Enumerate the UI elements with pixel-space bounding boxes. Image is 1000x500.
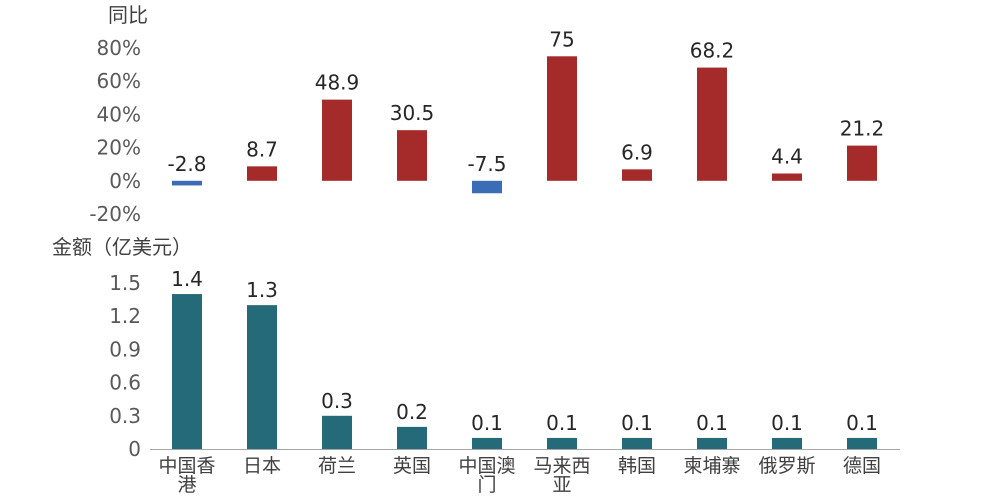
- bottom-bars: [172, 294, 877, 449]
- top-y-tick-label: 0%: [109, 169, 141, 193]
- top-data-label: 8.7: [246, 137, 278, 161]
- top-y-tick-label: 60%: [97, 69, 141, 93]
- category-label-line: 韩国: [618, 455, 656, 477]
- category-label: 英国: [393, 455, 431, 477]
- top-data-label: -7.5: [467, 152, 506, 176]
- category-label-line: 马来西: [533, 455, 590, 477]
- bottom-bar: [847, 437, 877, 449]
- top-data-label: -2.8: [167, 152, 206, 176]
- bottom-data-label: 0.1: [471, 411, 503, 435]
- category-label: 荷兰: [318, 455, 356, 477]
- category-label: 韩国: [618, 455, 656, 477]
- category-label-line: 港: [177, 474, 196, 496]
- bottom-data-label: 0.1: [546, 411, 578, 435]
- top-bar: [547, 56, 577, 181]
- top-y-tick-label: 80%: [97, 36, 141, 60]
- top-y-axis-title: 同比: [108, 3, 148, 27]
- bottom-data-label: 0.1: [771, 411, 803, 435]
- bottom-bar: [247, 305, 277, 449]
- bottom-y-axis-title: 金额（亿美元）: [52, 235, 192, 259]
- bottom-data-label: 0.1: [621, 411, 653, 435]
- top-bar: [622, 169, 652, 181]
- top-bar: [322, 99, 352, 181]
- top-bar: [697, 67, 727, 181]
- top-bar: [772, 173, 802, 181]
- bottom-y-tick-label: 1.5: [109, 271, 141, 295]
- bottom-bar: [547, 437, 577, 449]
- top-y-tick-label: 40%: [97, 102, 141, 126]
- category-label-line: 门: [477, 474, 496, 496]
- category-label: 中国澳门: [458, 455, 515, 496]
- category-label: 日本: [243, 455, 281, 477]
- bottom-data-label: 1.4: [171, 267, 203, 291]
- top-bar: [172, 180, 202, 186]
- category-label-line: 柬埔寨: [683, 455, 740, 477]
- bottom-y-tick-label: 0.6: [109, 371, 141, 395]
- category-label: 柬埔寨: [683, 455, 740, 477]
- category-label-line: 中国澳: [458, 455, 515, 477]
- bottom-bar: [772, 437, 802, 449]
- bottom-bar: [322, 415, 352, 449]
- bottom-data-label: 0.1: [846, 411, 878, 435]
- category-label-line: 中国香: [158, 455, 215, 477]
- bottom-y-tick-label: 0.3: [109, 404, 141, 428]
- top-y-tick-label: -20%: [89, 202, 141, 226]
- category-label: 德国: [843, 455, 881, 477]
- top-bar: [247, 166, 277, 181]
- category-label-line: 俄罗斯: [758, 455, 815, 477]
- bottom-y-tick-label: 1.2: [109, 304, 141, 328]
- bottom-bar: [697, 437, 727, 449]
- bottom-data-label: 0.3: [321, 389, 353, 413]
- top-data-label: 30.5: [390, 101, 435, 125]
- bottom-bar: [172, 294, 202, 449]
- bottom-bar: [472, 437, 502, 449]
- bottom-data-label: 0.2: [396, 400, 428, 424]
- bottom-bar: [622, 437, 652, 449]
- top-data-label: 68.2: [690, 39, 735, 63]
- top-y-ticks: 80% 60% 40% 20% 0% -20%: [89, 36, 141, 226]
- top-bars: [172, 56, 877, 194]
- bottom-y-tick-label: 0: [128, 437, 141, 461]
- amount-chart: 金额（亿美元） 1.5 1.2 0.9 0.6 0.3 0 1.4 1.3 0.3 0.2 0.1…: [52, 235, 900, 496]
- bottom-data-label: 1.3: [246, 278, 278, 302]
- bottom-y-tick-label: 0.9: [109, 337, 141, 361]
- top-bar: [847, 145, 877, 181]
- category-label-line: 英国: [393, 455, 431, 477]
- top-data-label: 48.9: [315, 71, 360, 95]
- category-label-line: 日本: [243, 455, 281, 477]
- category-label-line: 荷兰: [318, 455, 356, 477]
- bottom-bar: [397, 426, 427, 449]
- category-label: 马来西亚: [533, 455, 590, 496]
- top-y-tick-label: 20%: [97, 136, 141, 160]
- yoy-growth-chart: 同比 80% 60% 40% 20% 0% -20% -2.8 8.7 48.9 30.5 -7.…: [89, 3, 884, 226]
- category-label: 俄罗斯: [758, 455, 815, 477]
- category-label-line: 亚: [552, 474, 571, 496]
- top-data-label: 6.9: [621, 140, 653, 164]
- top-bar: [397, 130, 427, 181]
- bottom-y-ticks: 1.5 1.2 0.9 0.6 0.3 0: [109, 271, 141, 461]
- top-bar: [472, 180, 502, 194]
- bottom-data-labels: 1.4 1.3 0.3 0.2 0.1 0.1 0.1 0.1 0.1 0.1: [171, 267, 878, 435]
- top-data-label: 21.2: [840, 117, 885, 141]
- bottom-data-label: 0.1: [696, 411, 728, 435]
- category-label: 中国香港: [158, 455, 215, 496]
- top-data-labels: -2.8 8.7 48.9 30.5 -7.5 75 6.9 68.2 4.4 21.2: [167, 27, 884, 176]
- top-data-label: 4.4: [771, 144, 803, 168]
- category-label-line: 德国: [843, 455, 881, 477]
- top-data-label: 75: [549, 27, 574, 51]
